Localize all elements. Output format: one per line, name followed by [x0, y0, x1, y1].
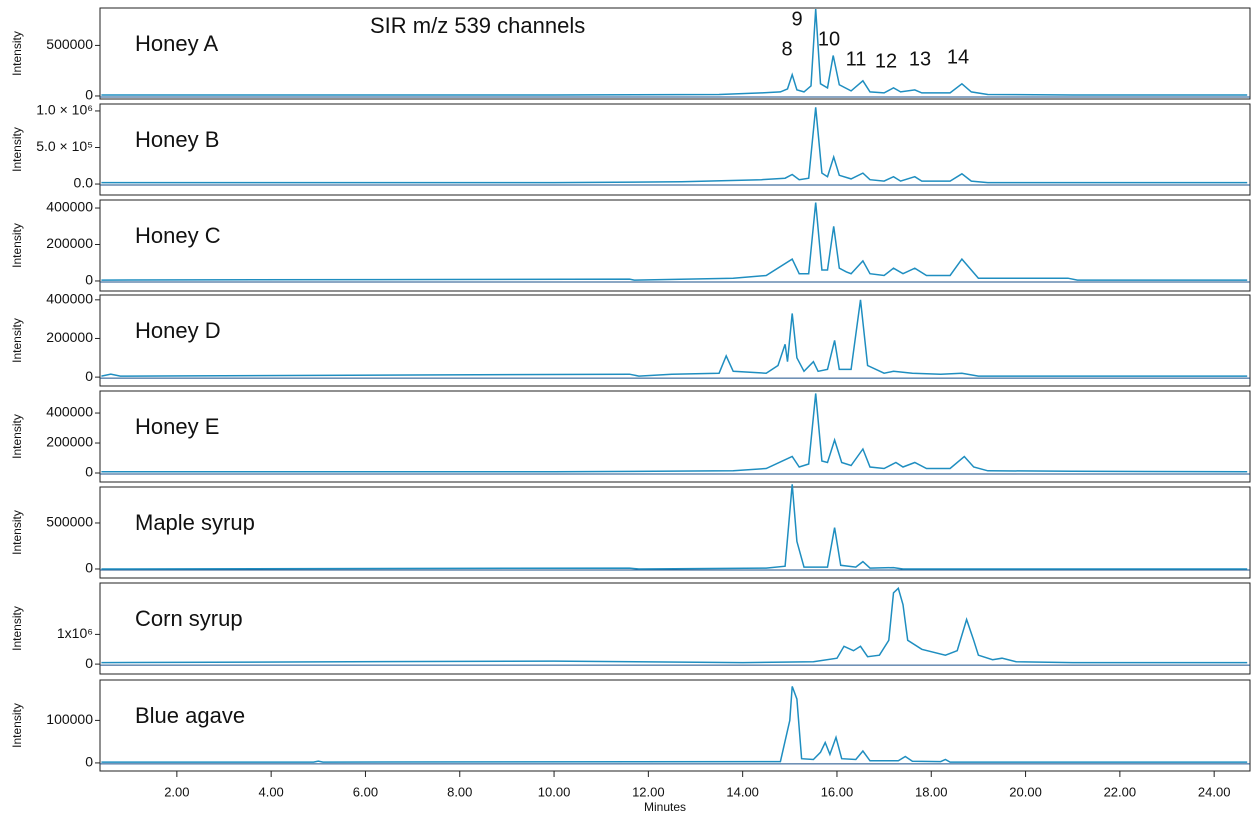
y-tick-label: 400000 — [46, 291, 93, 307]
x-tick-label: 22.00 — [1104, 784, 1137, 799]
y-axis-label: Intensity — [10, 223, 24, 268]
panel-title: Honey A — [135, 31, 218, 56]
y-tick-label: 100000 — [46, 711, 93, 727]
panel-frame — [99, 294, 1251, 387]
x-tick-label: 12.00 — [632, 784, 665, 799]
y-tick-label: 200000 — [46, 235, 93, 251]
peak-label: 9 — [791, 8, 802, 30]
panel-title: Blue agave — [135, 703, 245, 728]
y-tick-label: 400000 — [46, 199, 93, 215]
y-tick-label: 1x10⁶ — [57, 625, 93, 641]
y-tick-label: 0.0 — [74, 175, 94, 191]
y-tick-label: 0 — [85, 87, 93, 103]
y-axis-label: Intensity — [10, 127, 24, 172]
panel-title: Honey C — [135, 223, 221, 248]
x-tick-label: 2.00 — [164, 784, 189, 799]
y-tick-label: 0 — [85, 560, 93, 576]
y-tick-label: 0 — [85, 655, 93, 671]
panel-frame — [99, 679, 1251, 772]
y-tick-label: 500000 — [46, 36, 93, 52]
panel-title: Honey D — [135, 318, 221, 343]
x-tick-label: 24.00 — [1198, 784, 1231, 799]
x-tick-label: 20.00 — [1009, 784, 1042, 799]
panel-title: Maple syrup — [135, 510, 255, 535]
y-tick-label: 400000 — [46, 404, 93, 420]
panel-frame — [99, 486, 1251, 579]
x-tick-label: 10.00 — [538, 784, 571, 799]
peak-label: 8 — [781, 38, 792, 60]
panel-frame — [99, 199, 1251, 292]
x-axis-label: Minutes — [644, 800, 686, 814]
x-tick-label: 14.00 — [726, 784, 759, 799]
y-tick-label: 0 — [85, 464, 93, 480]
panel-frame — [99, 390, 1251, 483]
panel-title: Honey B — [135, 127, 219, 152]
trace — [101, 393, 1248, 473]
y-axis-label: Intensity — [10, 510, 24, 555]
trace — [101, 202, 1248, 281]
trace — [101, 586, 1248, 664]
peak-label: 13 — [909, 48, 931, 70]
x-tick-label: 18.00 — [915, 784, 948, 799]
panel-title: Corn syrup — [135, 606, 243, 631]
y-tick-label: 500000 — [46, 514, 93, 530]
annotation: SIR m/z 539 channels — [370, 13, 585, 38]
y-axis-label: Intensity — [10, 703, 24, 748]
panel-frame — [99, 582, 1251, 675]
y-tick-label: 200000 — [46, 329, 93, 345]
peak-label: 12 — [875, 50, 897, 72]
peak-label: 11 — [846, 48, 867, 70]
y-axis-label: Intensity — [10, 318, 24, 363]
panel-frame — [99, 103, 1251, 196]
trace — [101, 107, 1248, 184]
y-axis-label: Intensity — [10, 414, 24, 459]
trace — [101, 8, 1248, 96]
y-tick-label: 200000 — [46, 434, 93, 450]
y-axis-label: Intensity — [10, 31, 24, 76]
x-tick-label: 16.00 — [821, 784, 854, 799]
y-tick-label: 0 — [85, 272, 93, 288]
trace — [101, 686, 1248, 763]
peak-label: 10 — [818, 28, 840, 50]
x-tick-label: 4.00 — [258, 784, 283, 799]
y-tick-label: 1.0 × 10⁶ — [36, 102, 93, 118]
y-axis-label: Intensity — [10, 606, 24, 651]
x-tick-label: 8.00 — [447, 784, 472, 799]
y-tick-label: 5.0 × 10⁵ — [36, 138, 93, 154]
trace — [101, 299, 1248, 377]
x-tick-label: 6.00 — [353, 784, 378, 799]
trace — [101, 484, 1248, 570]
panel-frame — [99, 7, 1251, 100]
peak-label: 14 — [947, 46, 969, 68]
y-tick-label: 0 — [85, 754, 93, 770]
y-tick-label: 0 — [85, 368, 93, 384]
panel-title: Honey E — [135, 414, 219, 439]
